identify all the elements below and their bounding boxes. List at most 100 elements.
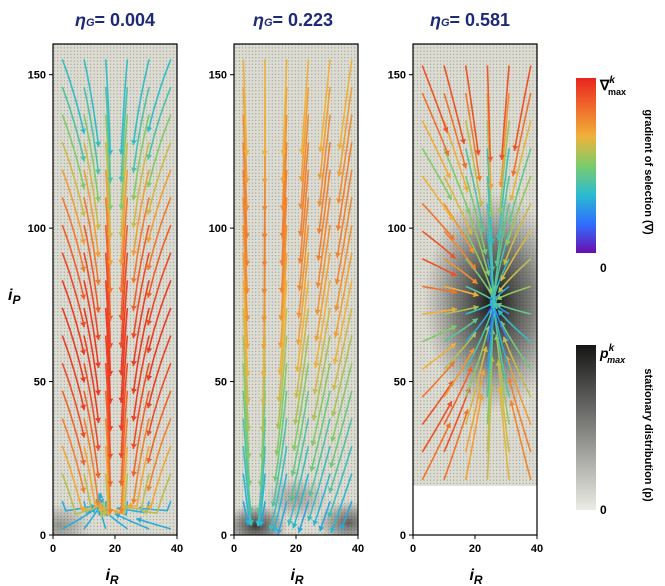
streamline	[421, 342, 457, 370]
streamline	[310, 390, 331, 472]
streamline-arrow	[118, 397, 125, 403]
streamline	[298, 197, 310, 291]
streamline	[83, 59, 100, 147]
streamline-arrow	[294, 366, 301, 372]
streamline	[132, 197, 150, 284]
streamline	[104, 252, 112, 349]
streamline-arrow	[81, 506, 87, 512]
streamline-arrow	[293, 392, 300, 399]
streamline-arrow	[107, 288, 114, 294]
streamline-arrow	[461, 162, 468, 169]
streamline	[242, 390, 251, 486]
streamline	[61, 418, 85, 494]
streamline-arrow	[317, 174, 324, 180]
streamline-arrow	[243, 260, 250, 266]
streamline	[308, 418, 331, 497]
x-tick-label: 40	[352, 543, 364, 555]
streamline	[242, 307, 249, 404]
streamline-arrow	[450, 325, 457, 331]
streamline-arrow	[80, 294, 86, 300]
streamline	[421, 325, 457, 343]
colorbar-selection-max-label: ∇k max	[599, 75, 626, 97]
streamline-arrow	[136, 517, 142, 523]
streamline-arrow	[275, 423, 282, 429]
streamline-arrow	[261, 289, 268, 295]
streamline	[421, 92, 450, 157]
streamline-arrow	[477, 201, 484, 207]
panel-2-xlabel: iR	[290, 567, 303, 586]
streamline	[316, 224, 331, 315]
streamline	[464, 369, 485, 453]
streamline-arrow	[118, 425, 125, 431]
streamline	[99, 445, 111, 517]
streamline-arrow	[335, 252, 341, 258]
streamline-arrow	[261, 206, 268, 212]
streamline-arrow	[107, 177, 114, 183]
streamline-arrow	[317, 146, 324, 153]
streamline	[281, 142, 288, 239]
streamline-arrow	[118, 480, 125, 486]
streamline-arrow	[114, 513, 121, 519]
streamline	[443, 65, 465, 145]
colorbar-distribution-min-label: 0	[600, 503, 607, 517]
streamline	[464, 175, 487, 255]
streamline-arrow	[446, 401, 452, 407]
streamline	[147, 390, 172, 464]
streamline	[147, 86, 172, 160]
streamline-arrow	[298, 148, 305, 155]
streamline-arrow	[131, 250, 137, 256]
streamline	[281, 114, 288, 211]
streamline-arrow	[496, 294, 503, 300]
streamline	[104, 59, 112, 156]
streamline-arrow	[118, 315, 125, 321]
streamline-arrow	[460, 138, 466, 145]
streamline-arrow	[481, 249, 488, 255]
streamline-arrow	[473, 304, 479, 311]
streamline-arrow	[492, 303, 498, 309]
streamline	[338, 86, 353, 177]
streamline	[127, 445, 150, 508]
streamline	[319, 500, 331, 532]
streamline-arrow	[146, 485, 153, 491]
streamline-arrow	[131, 443, 137, 449]
streamline-arrow	[131, 195, 137, 201]
y-tick-label: 50	[34, 377, 46, 389]
streamline	[147, 335, 172, 409]
streamline-arrow	[95, 417, 101, 423]
streamline	[61, 507, 97, 530]
streamline	[132, 252, 150, 339]
streamline-arrow	[471, 278, 478, 284]
streamline	[421, 120, 451, 179]
y-tick-label: 0	[221, 530, 227, 542]
streamline	[316, 197, 331, 288]
streamline	[486, 65, 492, 162]
streamline	[132, 307, 150, 394]
streamline	[334, 252, 353, 338]
streamline	[61, 390, 85, 466]
streamline-arrow	[509, 400, 515, 407]
streamline-arrow	[291, 522, 298, 529]
x-tick-label: 20	[290, 543, 302, 555]
streamline	[242, 473, 252, 526]
streamline-arrow	[80, 183, 86, 190]
streamline-arrow	[142, 508, 148, 515]
streamline	[61, 169, 85, 245]
streamline	[443, 317, 479, 343]
streamline	[464, 65, 480, 156]
streamline-arrow	[84, 507, 91, 514]
empty-region-3	[413, 485, 537, 535]
streamline-arrow	[95, 390, 101, 396]
streamline-arrow	[146, 126, 153, 132]
streamline-arrow	[468, 348, 475, 355]
streamline	[272, 418, 288, 507]
streamline-arrow	[474, 149, 481, 156]
streamline	[505, 175, 532, 246]
streamline-arrow	[131, 498, 137, 505]
streamline	[319, 59, 331, 153]
streamline	[330, 362, 353, 443]
streamline-arrow	[107, 426, 114, 432]
streamline	[498, 386, 510, 480]
streamline-arrow	[131, 415, 137, 422]
streamline	[443, 258, 479, 285]
